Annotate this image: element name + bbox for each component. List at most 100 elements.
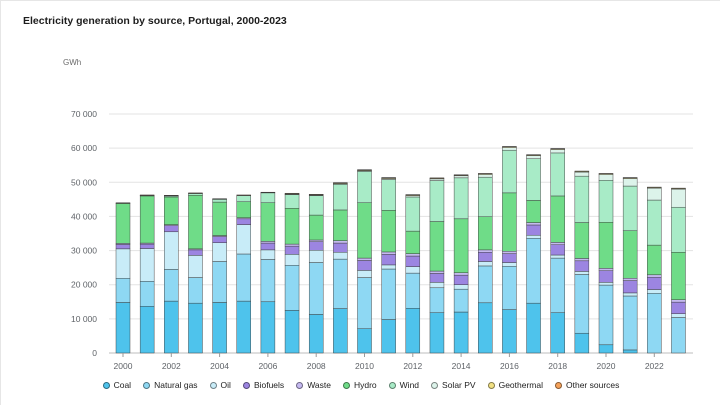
legend-label: Wind bbox=[400, 380, 419, 390]
bar-segment-natural-gas bbox=[647, 293, 661, 353]
bar-segment-biofuels bbox=[164, 226, 178, 232]
bar-segment-coal bbox=[527, 303, 541, 353]
bar-segment-coal bbox=[309, 314, 323, 353]
bar-stack-2000 bbox=[116, 203, 130, 353]
legend-item-geothermal[interactable]: Geothermal bbox=[488, 380, 543, 390]
bar-segment-waste bbox=[309, 240, 323, 242]
bar-segment-hydro bbox=[502, 193, 516, 251]
bar-stack-2004 bbox=[213, 199, 227, 353]
bar-stack-2009 bbox=[333, 183, 347, 353]
y-tick-label: 70 000 bbox=[71, 109, 97, 119]
legend-label: Natural gas bbox=[154, 380, 197, 390]
bar-segment-waste bbox=[430, 271, 444, 273]
bar-segment-waste bbox=[333, 241, 347, 243]
legend-swatch bbox=[488, 382, 495, 389]
bar-stack-2015 bbox=[478, 173, 492, 353]
bar-stack-2011 bbox=[382, 178, 396, 353]
bar-stack-2023 bbox=[671, 188, 685, 353]
bar-segment-biofuels bbox=[671, 302, 685, 314]
bar-segment-biofuels bbox=[527, 225, 541, 235]
bar-segment-waste bbox=[261, 241, 275, 243]
legend-item-natural-gas[interactable]: Natural gas bbox=[143, 380, 197, 390]
bar-segment-oil bbox=[285, 254, 299, 265]
legend-item-coal[interactable]: Coal bbox=[103, 380, 131, 390]
legend-swatch bbox=[243, 382, 250, 389]
bar-segment-wind bbox=[382, 180, 396, 211]
bar-segment-wind bbox=[430, 181, 444, 222]
bar-segment-solar-pv bbox=[599, 174, 613, 180]
bar-segment-solar-pv bbox=[527, 156, 541, 159]
legend-item-oil[interactable]: Oil bbox=[210, 380, 231, 390]
bar-segment-hydro bbox=[237, 202, 251, 218]
bar-segment-waste bbox=[671, 300, 685, 302]
bar-segment-solar-pv bbox=[671, 189, 685, 207]
bar-segment-biofuels bbox=[647, 277, 661, 289]
bar-stack-2008 bbox=[309, 194, 323, 353]
bar-segment-wind bbox=[478, 177, 492, 217]
bar-segment-biofuels bbox=[285, 246, 299, 254]
bar-segment-biofuels bbox=[454, 275, 468, 285]
legend-label: Waste bbox=[307, 380, 331, 390]
x-tick-label: 2004 bbox=[210, 361, 229, 371]
bar-segment-natural-gas bbox=[502, 266, 516, 309]
bar-segment-biofuels bbox=[406, 256, 420, 267]
legend-item-biofuels[interactable]: Biofuels bbox=[243, 380, 284, 390]
bar-segment-wind bbox=[623, 186, 637, 231]
bar-segment-wind bbox=[261, 193, 275, 203]
x-tick-label: 2000 bbox=[114, 361, 133, 371]
bar-segment-waste bbox=[599, 268, 613, 270]
bar-segment-natural-gas bbox=[599, 285, 613, 345]
bar-segment-natural-gas bbox=[333, 259, 347, 309]
legend-swatch bbox=[431, 382, 438, 389]
bar-segment-oil bbox=[261, 250, 275, 260]
x-tick-label: 2012 bbox=[403, 361, 422, 371]
bar-segment-natural-gas bbox=[671, 317, 685, 353]
bar-segment-solar-pv bbox=[502, 147, 516, 150]
bar-stack-2018 bbox=[551, 148, 565, 353]
bar-segment-natural-gas bbox=[551, 258, 565, 313]
bar-stack-2013 bbox=[430, 178, 444, 353]
bar-segment-oil bbox=[188, 255, 202, 277]
bar-segment-hydro bbox=[551, 196, 565, 242]
legend-swatch bbox=[103, 382, 110, 389]
bar-segment-coal bbox=[285, 310, 299, 353]
bar-stack-2010 bbox=[358, 170, 372, 353]
legend-swatch bbox=[143, 382, 150, 389]
legend-swatch bbox=[210, 382, 217, 389]
bar-segment-wind bbox=[309, 196, 323, 215]
bar-stack-2017 bbox=[527, 155, 541, 353]
bar-segment-natural-gas bbox=[116, 278, 130, 302]
legend: Coal Natural gas Oil Biofuels Waste Hydro Wind… bbox=[1, 380, 720, 390]
bar-segment-waste bbox=[623, 278, 637, 280]
bar-segment-wind bbox=[285, 195, 299, 209]
bar-stack-2003 bbox=[188, 193, 202, 353]
legend-item-solar-pv[interactable]: Solar PV bbox=[431, 380, 476, 390]
y-tick-label: 10 000 bbox=[71, 314, 97, 324]
bar-segment-hydro bbox=[358, 203, 372, 258]
bar-stack-2007 bbox=[285, 193, 299, 353]
bar-segment-oil bbox=[140, 249, 154, 282]
bar-segment-hydro bbox=[599, 222, 613, 268]
x-tick-label: 2014 bbox=[452, 361, 471, 371]
bar-segment-waste bbox=[575, 258, 589, 260]
legend-item-waste[interactable]: Waste bbox=[296, 380, 331, 390]
bar-segment-natural-gas bbox=[213, 261, 227, 302]
bar-segment-hydro bbox=[140, 196, 154, 243]
legend-item-other-sources[interactable]: Other sources bbox=[555, 380, 619, 390]
bar-segment-biofuels bbox=[140, 244, 154, 248]
bar-segment-wind bbox=[237, 196, 251, 202]
bar-segment-wind bbox=[454, 178, 468, 219]
y-tick-label: 50 000 bbox=[71, 177, 97, 187]
x-tick-label: 2020 bbox=[597, 361, 616, 371]
bar-stack-2020 bbox=[599, 173, 613, 353]
bar-segment-oil bbox=[333, 252, 347, 259]
bar-segment-waste bbox=[382, 252, 396, 254]
legend-item-wind[interactable]: Wind bbox=[389, 380, 419, 390]
legend-item-hydro[interactable]: Hydro bbox=[343, 380, 377, 390]
bar-segment-coal bbox=[188, 303, 202, 353]
bar-segment-waste bbox=[285, 244, 299, 246]
bar-segment-waste bbox=[551, 242, 565, 244]
y-tick-label: 0 bbox=[92, 348, 97, 358]
bar-segment-wind bbox=[599, 180, 613, 222]
